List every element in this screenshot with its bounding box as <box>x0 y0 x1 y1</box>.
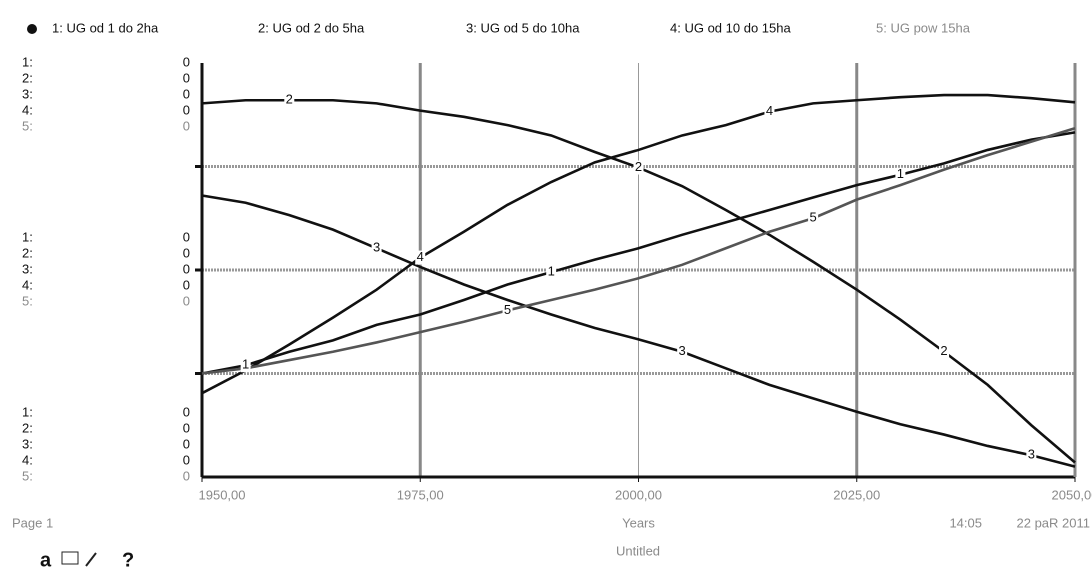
line-marker-bg <box>371 241 382 256</box>
y-series-key: 2: <box>22 420 33 435</box>
series-line <box>201 194 1076 468</box>
series-line <box>201 93 1076 395</box>
lock-icon[interactable]: a <box>40 549 52 571</box>
y-series-key: 4: <box>22 277 33 292</box>
line-marker-bg <box>240 358 251 373</box>
line-marker: 1 <box>897 166 904 181</box>
y-tick-label: 0 <box>183 102 190 117</box>
wand-icon[interactable] <box>85 552 97 567</box>
y-tick-label: 0 <box>183 277 190 292</box>
y-tick-label: 0 <box>183 229 190 244</box>
line-marker: 5 <box>809 210 816 225</box>
help-icon[interactable]: ? <box>122 549 134 571</box>
legend-entry: 4: UG od 10 do 15ha <box>670 20 791 35</box>
x-tick-label: 2025,00 <box>833 487 880 502</box>
line-marker-bg <box>895 167 906 182</box>
line-marker-bg <box>764 104 775 119</box>
line-marker: 1 <box>242 357 249 372</box>
line-marker: 2 <box>635 159 642 174</box>
line-marker: 5 <box>504 302 511 317</box>
y-series-key: 4: <box>22 102 33 117</box>
line-marker: 2 <box>286 92 293 107</box>
y-tick-label: 0 <box>183 118 190 133</box>
line-marker: 4 <box>417 249 424 264</box>
y-series-key: 5: <box>22 118 33 133</box>
line-marker-bg <box>808 211 819 226</box>
x-axis-title: Years <box>622 515 655 530</box>
line-marker-bg <box>677 344 688 359</box>
y-tick-label: 0 <box>183 86 190 101</box>
line-marker: 3 <box>1028 447 1035 462</box>
y-tick-label: 0 <box>183 436 190 451</box>
y-tick-label: 0 <box>183 420 190 435</box>
y-tick-label: 0 <box>183 54 190 69</box>
y-series-key: 5: <box>22 293 33 308</box>
y-series-key: 3: <box>22 86 33 101</box>
line-marker-bg <box>939 344 950 359</box>
line-marker-bg <box>1026 448 1037 463</box>
y-series-key: 5: <box>22 468 33 483</box>
y-series-key: 3: <box>22 436 33 451</box>
graph-pad-icon[interactable] <box>27 24 37 34</box>
y-tick-label: 0 <box>183 404 190 419</box>
toolbar: a ? <box>40 549 134 571</box>
y-series-key: 4: <box>22 452 33 467</box>
y-tick-label: 0 <box>183 70 190 85</box>
y-tick-label: 0 <box>183 452 190 467</box>
y-tick-label: 0 <box>183 261 190 276</box>
line-marker-bg <box>415 250 426 265</box>
document-title: Untitled <box>616 543 660 558</box>
line-marker-bg <box>546 265 557 280</box>
y-series-key: 2: <box>22 245 33 260</box>
legend-entry: 3: UG od 5 do 10ha <box>466 20 580 35</box>
y-series-key: 1: <box>22 229 33 244</box>
x-tick-label: 1950,00 <box>199 487 246 502</box>
y-tick-label: 0 <box>183 293 190 308</box>
line-marker: 3 <box>679 343 686 358</box>
y-tick-label: 0 <box>183 245 190 260</box>
x-tick-label: 2000,00 <box>615 487 662 502</box>
series-line <box>201 131 1076 375</box>
y-series-key: 2: <box>22 70 33 85</box>
y-tick-label: 0 <box>183 468 190 483</box>
y-series-key: 3: <box>22 261 33 276</box>
time-label: 14:05 <box>949 515 982 530</box>
line-marker: 1 <box>548 264 555 279</box>
y-series-key: 1: <box>22 54 33 69</box>
print-icon[interactable] <box>61 551 79 565</box>
date-label: 22 paR 2011 <box>1017 515 1091 530</box>
line-marker: 2 <box>940 343 947 358</box>
line-marker-bg <box>633 160 644 175</box>
line-marker: 3 <box>373 240 380 255</box>
series-line <box>201 126 1076 375</box>
page-label: Page 1 <box>12 515 53 530</box>
line-marker: 4 <box>766 103 773 118</box>
line-marker-bg <box>284 93 295 108</box>
line-marker-bg <box>502 303 513 318</box>
legend-entry: 2: UG od 2 do 5ha <box>258 20 365 35</box>
legend-entry: 1: UG od 1 do 2ha <box>52 20 159 35</box>
x-tick-label: 2050,00 <box>1052 487 1092 502</box>
y-series-key: 1: <box>22 404 33 419</box>
legend-entry: 5: UG pow 15ha <box>876 20 971 35</box>
x-tick-label: 1975,00 <box>397 487 444 502</box>
